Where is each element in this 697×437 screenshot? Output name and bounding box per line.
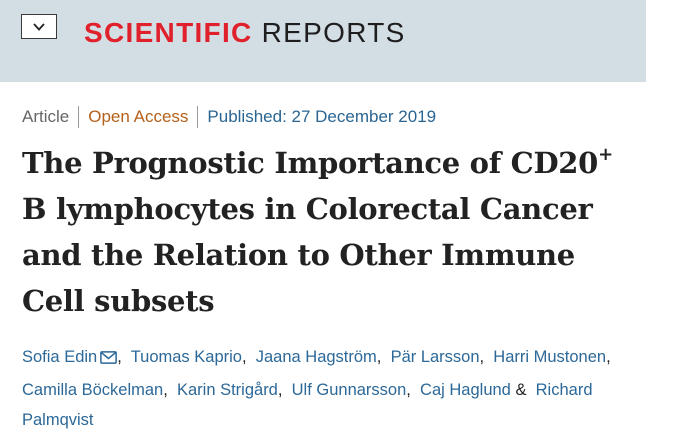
author-separator: ,: [117, 348, 127, 366]
author-link[interactable]: Sofia Edin: [22, 348, 98, 366]
article-type: Article: [22, 107, 70, 126]
author-separator: ,: [606, 348, 616, 366]
mail-icon[interactable]: [100, 344, 118, 375]
brand-accent-text: SCIENTIFIC: [84, 17, 253, 48]
author-link[interactable]: Karin Strigård: [176, 380, 278, 399]
author-separator: ,: [406, 380, 416, 399]
author-separator: ,: [163, 380, 173, 399]
page-margin: [646, 0, 697, 437]
author-link[interactable]: Tuomas Kaprio: [130, 348, 242, 366]
author-link[interactable]: Camilla Böckelman: [22, 380, 164, 399]
author-link[interactable]: Jaana Hagström: [255, 348, 377, 366]
open-access-label: Open Access: [88, 107, 189, 126]
author-link[interactable]: Harri Mustonen: [493, 348, 607, 366]
author-separator: ,: [241, 348, 252, 366]
author-separator: ,: [376, 348, 386, 366]
title-text-part1: The Prognostic Importance of CD20: [22, 146, 599, 180]
author-link[interactable]: Caj Haglund: [420, 380, 511, 399]
title-superscript: +: [598, 144, 613, 166]
published-date: Published: 27 December 2019: [207, 107, 437, 126]
meta-divider: [78, 106, 80, 128]
meta-divider: [197, 106, 199, 128]
article-meta: Article Open Access Published: 27 Decemb…: [22, 105, 436, 129]
chevron-down-icon: [33, 22, 45, 31]
journal-header: SCIENTIFIC REPORTS: [0, 0, 646, 82]
author-separator: ,: [479, 348, 489, 366]
author-list: Sofia Edin, Tuomas Kaprio, Jaana Hagströ…: [22, 342, 637, 436]
author-last-separator: &: [510, 380, 532, 399]
article-title: The Prognostic Importance of CD20+ B lym…: [22, 140, 642, 324]
author-link[interactable]: Richard Palmqvist: [22, 380, 593, 430]
author-separator: ,: [277, 380, 288, 399]
brand-rest-text: REPORTS: [252, 17, 406, 48]
menu-toggle-button[interactable]: [21, 14, 57, 39]
title-text-part2: B lymphocytes in Colorectal Cancer and t…: [22, 192, 593, 318]
journal-logo[interactable]: SCIENTIFIC REPORTS: [84, 16, 406, 50]
author-link[interactable]: Ulf Gunnarsson: [291, 380, 407, 399]
author-link[interactable]: Pär Larsson: [390, 348, 480, 366]
